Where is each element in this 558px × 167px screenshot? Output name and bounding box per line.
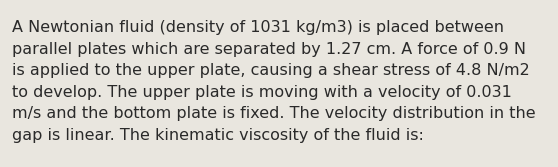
Text: A Newtonian fluid (density of 1031 kg/m3) is placed between
parallel plates whic: A Newtonian fluid (density of 1031 kg/m3… [12,20,536,143]
